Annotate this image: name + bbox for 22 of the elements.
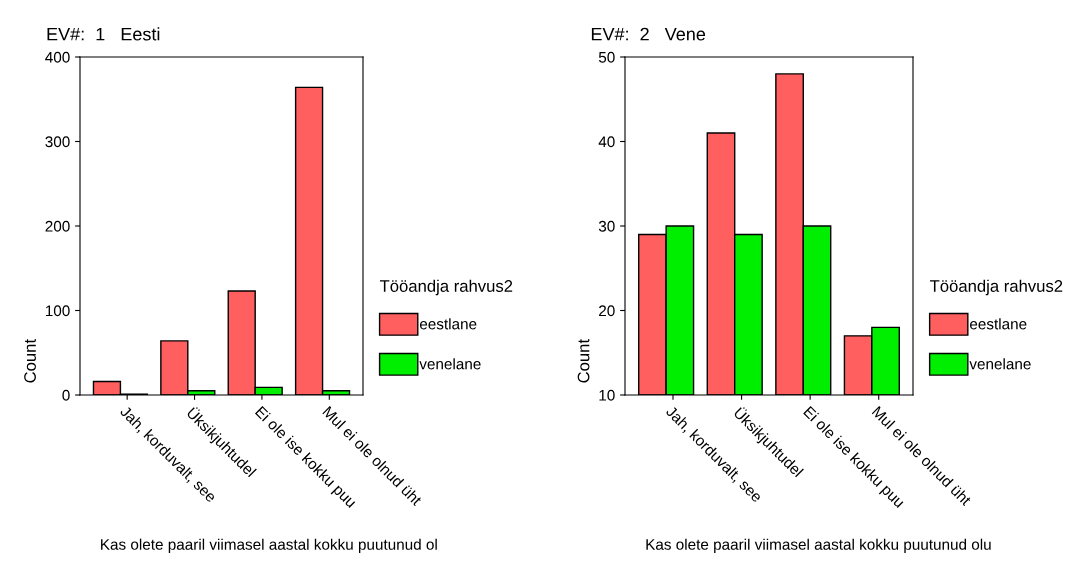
y-tick-label: 20 — [599, 305, 615, 317]
legend-title: Tööandja rahvus2 — [379, 279, 513, 296]
y-tick-label: 400 — [45, 51, 70, 63]
y-tick-label: 10 — [599, 389, 615, 401]
chart-title: EV#: 2 Vene — [591, 27, 706, 41]
legend-label: eestlane — [419, 318, 477, 330]
x-axis-title: Kas olete paaril viimasel aastal kokku puutunud ol — [101, 538, 437, 553]
y-axis-title: Count — [24, 339, 36, 383]
y-tick-label: 30 — [598, 220, 615, 232]
y-tick-label: 0 — [62, 389, 70, 401]
legend-title: Tööandja rahvus2 — [930, 279, 1063, 296]
y-tick-label: 40 — [598, 136, 615, 148]
y-tick-label: 300 — [45, 136, 70, 148]
x-axis-title: Kas olete paaril viimasel aastal kokku puutunud olu — [646, 538, 991, 553]
y-tick-label: 50 — [598, 51, 615, 63]
chart-title: EV#: 1 Eesti — [47, 27, 160, 41]
y-axis-title: Count — [577, 339, 590, 383]
legend-label: venelane — [419, 358, 481, 370]
legend-label: venelane — [969, 358, 1031, 370]
y-tick-label: 200 — [45, 220, 70, 232]
y-tick-label: 100 — [45, 305, 70, 317]
legend-label: eestlane — [970, 318, 1027, 330]
